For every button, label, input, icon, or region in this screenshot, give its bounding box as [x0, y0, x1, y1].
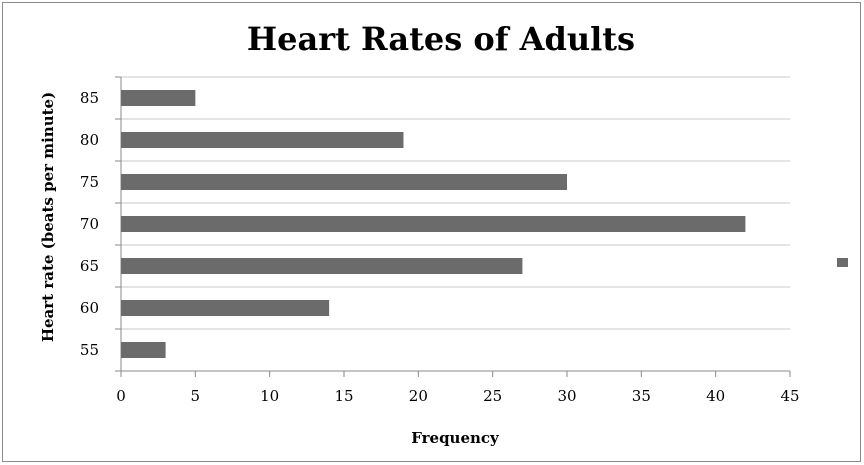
x-tick-label: 45: [780, 387, 799, 405]
y-tick-label: 85: [80, 89, 99, 107]
y-tick-label: 60: [80, 299, 99, 317]
bar-60: [121, 300, 330, 316]
y-tick-label: 55: [80, 341, 99, 359]
bar-80: [121, 132, 404, 148]
x-tick-label: 35: [632, 387, 651, 405]
y-tick-label: 65: [80, 257, 99, 275]
chart-title: Heart Rates of Adults: [247, 20, 635, 58]
bar-70: [121, 216, 746, 232]
x-tick-labels: 0 5 10 15 20 25 30 35 40 45: [116, 387, 799, 405]
y-tick-labels: 55 60 65 70 75 80 85: [80, 89, 99, 359]
bar-75: [121, 174, 567, 190]
y-axis-label: Heart rate (beats per minute): [39, 92, 57, 342]
bars: [121, 90, 746, 358]
bar-55: [121, 342, 166, 358]
y-tick-label: 75: [80, 173, 99, 191]
x-tick-label: 40: [706, 387, 725, 405]
bar-85: [121, 90, 196, 106]
axes: [115, 76, 791, 377]
x-tick-label: 0: [116, 387, 126, 405]
x-tick-label: 15: [334, 387, 353, 405]
gridlines: [121, 76, 790, 330]
y-tick-label: 70: [80, 215, 99, 233]
x-tick-label: 10: [260, 387, 279, 405]
x-tick-label: 30: [557, 387, 576, 405]
bar-65: [121, 258, 523, 274]
x-tick-label: 25: [483, 387, 502, 405]
x-tick-label: 5: [191, 387, 201, 405]
x-axis-label: Frequency: [411, 429, 500, 447]
y-tick-label: 80: [80, 131, 99, 149]
legend-marker: [837, 258, 848, 267]
x-tick-label: 20: [409, 387, 428, 405]
